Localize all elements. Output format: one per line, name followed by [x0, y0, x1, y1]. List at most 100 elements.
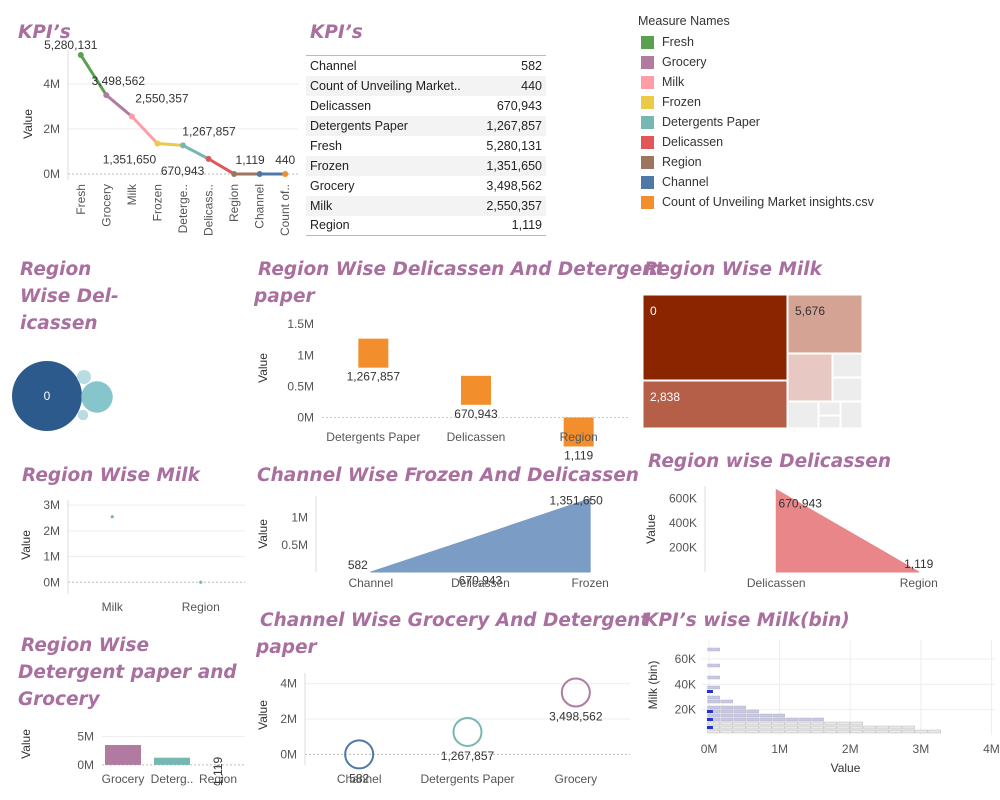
line-point	[205, 155, 212, 162]
bin-mark	[785, 729, 798, 734]
line-segment	[130, 115, 159, 145]
data-label: 3,498,562	[92, 74, 146, 88]
legend-swatch	[641, 55, 654, 69]
legend-swatch	[641, 115, 654, 129]
legend-label: Region	[662, 155, 702, 169]
bin-mark	[707, 647, 720, 652]
region-deli-det-title-line-2: paper	[254, 286, 315, 307]
treemap-cell	[642, 294, 788, 381]
kpi-name-cell: Detergents Paper	[306, 115, 478, 136]
legend-label: Milk	[662, 75, 685, 89]
bin-mark	[720, 717, 733, 722]
y-tick-label: 1M	[291, 511, 308, 525]
y-axis-title: Value	[256, 353, 270, 383]
x-tick-label: Frozen	[571, 576, 608, 590]
area-fill	[775, 488, 920, 573]
bin-mark	[824, 729, 837, 734]
bin-mark	[798, 729, 811, 734]
y-axis-title: Value	[256, 519, 270, 549]
bin-mark	[759, 717, 772, 722]
bin-mark	[733, 709, 746, 714]
y-tick-label: 3M	[43, 498, 60, 512]
legend-swatch	[641, 75, 654, 89]
kpi-value-cell: 1,119	[511, 218, 542, 233]
kpi-value-cell: 1,267,857	[477, 115, 546, 136]
bar	[105, 745, 141, 765]
treemap-subcell	[832, 377, 863, 402]
bin-mark	[785, 721, 798, 726]
legend-item: Milk	[638, 72, 978, 92]
legend-label: Detergents Paper	[662, 115, 760, 129]
region-deli-det-title: Region Wise Delicassen And Detergent pap…	[254, 256, 664, 310]
y-tick-label: 0.5M	[287, 379, 314, 393]
region-deli-det-title-line-1: Region Wise Delicassen And Detergent	[258, 259, 665, 280]
bin-mark	[928, 729, 941, 734]
scatter-point	[110, 515, 114, 519]
y-tick-label: 2M	[43, 524, 60, 538]
bubble	[81, 381, 113, 413]
y-tick-label: 0.5M	[281, 538, 308, 552]
line-point	[154, 140, 161, 147]
scatter-point	[199, 580, 203, 584]
bin-mark	[720, 713, 733, 718]
region-delicassen-title-line-3: icassen	[20, 313, 98, 334]
bin-mark	[772, 717, 785, 722]
treemap-label: 0	[650, 304, 657, 318]
legend-swatch	[641, 135, 654, 149]
bin-mark	[733, 705, 746, 710]
y-axis-title: Milk (bin)	[646, 661, 660, 710]
line-segment	[182, 144, 210, 161]
legend-item: Count of Unveiling Market insights.csv	[638, 192, 978, 212]
treemap-subcell	[787, 401, 819, 429]
region-deli-det-chart: 0M 0.5M 1M 1.5M Value 1,267,857 Detergents Pap…	[256, 317, 630, 462]
data-label: 1,119	[236, 153, 265, 167]
bin-mark-highlight	[706, 726, 713, 729]
bin-mark	[759, 721, 772, 726]
channel-grocery-det-title-line-1: Channel Wise Grocery And Detergent	[260, 610, 650, 631]
x-tick-label: 2M	[842, 742, 859, 756]
data-label: 1,267,857	[441, 749, 495, 763]
kpi-table: Channel 582 Count of Unveiling Market.. 440…	[306, 55, 546, 236]
bin-mark	[720, 699, 733, 704]
bin-mark	[876, 725, 889, 730]
bin-mark	[876, 729, 889, 734]
y-axis-title: Value	[256, 700, 270, 730]
kpi-value-cell: 440	[477, 75, 546, 96]
data-label: 440	[275, 153, 295, 167]
legend-label: Fresh	[662, 35, 694, 49]
bin-mark	[889, 725, 902, 730]
x-tick-label: Detergents Paper	[326, 430, 420, 444]
data-label: 670,943	[459, 574, 503, 588]
kpi-value-cell: 670,943	[496, 98, 542, 113]
table-row: Milk 2,550,357	[306, 195, 546, 216]
bin-mark	[824, 725, 837, 730]
y-tick-label: 0M	[43, 575, 60, 589]
bin-mark-highlight	[706, 718, 713, 721]
x-tick-label: 0M	[701, 742, 718, 756]
legend-swatch	[641, 195, 654, 209]
bin-mark-highlight	[706, 710, 713, 713]
bin-mark	[798, 725, 811, 730]
kpi-name-cell: Count of Unveiling Market..	[306, 75, 478, 96]
y-tick-label: 0M	[77, 758, 94, 772]
x-tick-label: Region	[560, 430, 598, 444]
legend-item: Channel	[638, 172, 978, 192]
bin-mark	[772, 713, 785, 718]
legend-item: Grocery	[638, 52, 978, 72]
circle-mark	[344, 739, 375, 770]
bin-mark	[746, 709, 759, 714]
bar	[154, 757, 190, 765]
legend-label: Count of Unveiling Market insights.csv	[662, 195, 874, 209]
treemap-label: 2,838	[650, 390, 680, 404]
line-point	[128, 113, 135, 120]
bin-mark	[811, 721, 824, 726]
bar	[358, 338, 389, 368]
region-milk-treemap: 0 5,676 2,838	[642, 294, 863, 429]
x-tick-label: Region	[199, 772, 237, 786]
region-delicassen-area-title: Region wise Delicassen	[648, 451, 891, 472]
bin-mark	[915, 729, 928, 734]
data-label: 1,351,650	[549, 494, 603, 508]
y-tick-label: 2M	[43, 122, 60, 136]
